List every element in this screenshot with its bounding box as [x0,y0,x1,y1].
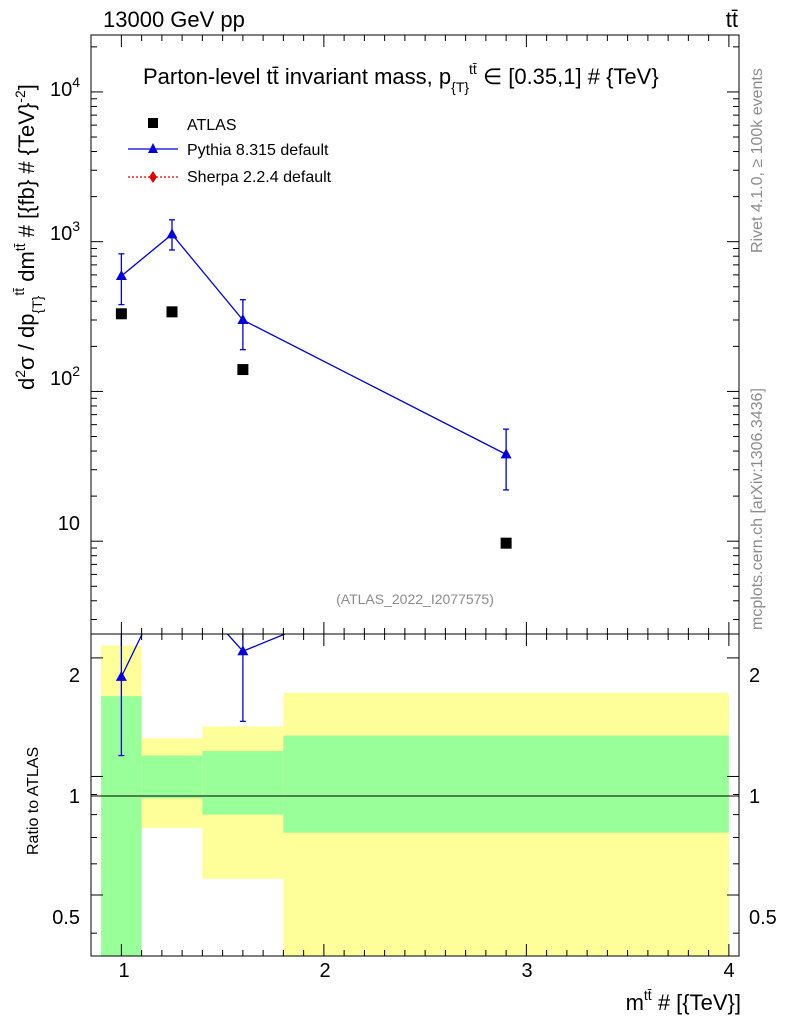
ratio-tick-label-right-2: 2 [749,665,760,687]
legend-pythia-marker [148,143,158,153]
ratio-axis-title: Ratio to ATLAS [25,747,42,855]
pythia-line [120,233,507,455]
plot-title: Parton-level tt̄ invariant mass, p{T}tt̄… [143,61,659,95]
y-tick-label-10000: 104 [50,74,80,101]
y-tick-label-100: 102 [50,363,80,390]
rivet-label: Rivet 4.1.0, ≥ 100k events [749,68,766,253]
pythia-point-3 [500,448,512,459]
band-green-2 [202,751,284,815]
legend-sherpa-label: Sherpa 2.2.4 default [187,169,332,186]
legend-atlas-marker [148,118,158,128]
pythia-ratio-line [120,634,287,678]
pythia-ratio-point-2 [237,645,249,656]
pythia-ratio-point-0 [115,670,127,681]
ratio-tick-label-1: 1 [69,786,80,808]
y-tick-label-1000: 103 [50,218,80,245]
y-axis-title: d2σ / dp{T}tt̄ dmtt̄ # [{fb} # {TeV}-2] [11,84,45,390]
atlas-point-2 [237,364,249,376]
y-tick-label-10: 10 [58,513,80,535]
x-tick-label-1: 1 [118,960,129,982]
ratio-bands [101,645,729,956]
legend-atlas-label: ATLAS [187,117,237,134]
legend-sherpa-marker [149,171,157,183]
atlas-point-1 [166,306,178,318]
pythia-point-1 [166,228,178,239]
process-label: tt̄ [726,7,738,32]
ratio-tick-label-right-1: 1 [749,786,760,808]
atlas-point-0 [115,308,127,320]
legend-pythia-label: Pythia 8.315 default [187,142,329,159]
pythia-point-0 [115,270,127,281]
band-green-3 [283,735,729,833]
mcplots-label: mcplots.cern.ch [arXiv:1306.3436] [749,388,766,630]
x-axis-title: mtt̄ # [{TeV}] [626,987,741,1015]
ratio-plot-frame [90,633,740,957]
x-tick-label-3: 3 [521,960,532,982]
ratio-tick-label-0.5: 0.5 [52,907,80,929]
axis-ticks [91,35,739,956]
atlas-point-3 [500,537,512,549]
band-green-1 [141,755,203,799]
legend: ATLAS Pythia 8.315 default Sherpa 2.2.4 … [128,117,332,186]
x-tick-label-4: 4 [723,960,734,982]
ratio-tick-label-right-0.5: 0.5 [749,907,777,929]
main-plot-layer [115,219,512,549]
x-tick-label-2: 2 [319,960,330,982]
energy-label: 13000 GeV pp [103,7,245,32]
pythia-ratio-point-1 [167,566,178,576]
analysis-watermark: (ATLAS_2022_I2077575) [336,591,494,607]
pythia-point-2 [237,313,249,324]
ratio-tick-label-2: 2 [69,665,80,687]
